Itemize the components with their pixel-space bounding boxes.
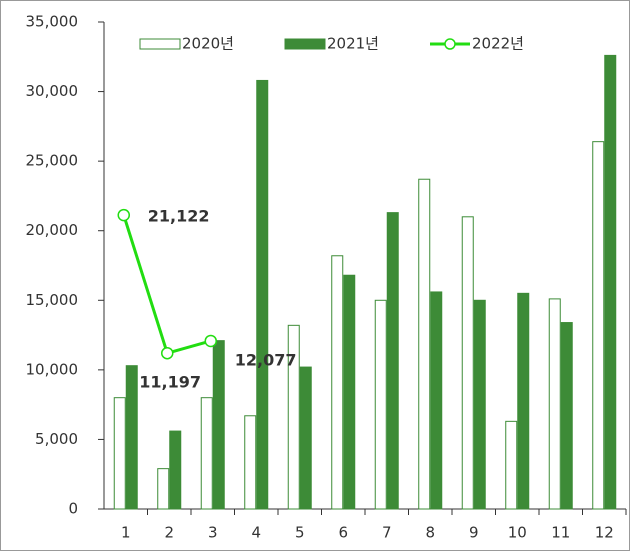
- legend-swatch: [284, 38, 326, 50]
- y-tick-label: 35,000: [26, 13, 79, 31]
- bar: [113, 397, 126, 510]
- x-tick-label: 5: [295, 524, 305, 542]
- bar: [125, 365, 138, 510]
- x-tick-label: 4: [251, 524, 261, 542]
- bar: [244, 415, 257, 510]
- bar: [604, 54, 617, 510]
- bar: [299, 366, 312, 510]
- legend-swatch: [139, 38, 181, 50]
- y-tick-label: 5,000: [35, 430, 78, 448]
- x-tick-label: 10: [508, 524, 527, 542]
- x-tick-label: 3: [208, 524, 218, 542]
- x-tick-label: 12: [595, 524, 614, 542]
- legend-label: 2020년: [182, 35, 234, 53]
- bar: [505, 420, 518, 510]
- y-tick-label: 10,000: [26, 360, 79, 378]
- y-tick-label: 0: [68, 500, 78, 518]
- legend-label: 2021년: [327, 35, 379, 53]
- y-tick-label: 30,000: [26, 82, 79, 100]
- x-tick-label: 6: [338, 524, 348, 542]
- y-tick-label: 20,000: [26, 221, 79, 239]
- bar: [386, 212, 399, 510]
- line-point: [161, 346, 174, 360]
- x-tick-label: 2: [164, 524, 174, 542]
- data-label: 12,077: [235, 350, 297, 369]
- bar: [200, 397, 213, 510]
- line: [122, 214, 212, 356]
- bar: [560, 322, 573, 510]
- x-tick-label: 8: [425, 524, 435, 542]
- y-tick-label: 15,000: [26, 291, 79, 309]
- y-tick-label: 25,000: [26, 152, 79, 170]
- bar: [548, 298, 561, 510]
- bar: [343, 274, 356, 510]
- bar: [374, 299, 387, 510]
- bar: [287, 324, 300, 510]
- bar: [592, 141, 605, 510]
- bar: [212, 340, 225, 510]
- bar: [331, 255, 344, 510]
- data-label: 21,122: [148, 207, 210, 226]
- x-tick-label: 9: [469, 524, 479, 542]
- x-tick-label: 7: [382, 524, 392, 542]
- bar: [169, 430, 182, 510]
- line-point: [204, 334, 217, 348]
- legend-label: 2022년: [472, 35, 524, 53]
- x-tick-label: 11: [551, 524, 570, 542]
- bar: [517, 292, 530, 510]
- bar: [157, 468, 170, 510]
- line-point: [117, 208, 130, 222]
- bar: [430, 291, 443, 510]
- bar: [418, 178, 431, 510]
- bar: [473, 299, 486, 510]
- bar: [461, 216, 474, 510]
- bar: [256, 79, 269, 510]
- x-tick-label: 1: [121, 524, 131, 542]
- data-label: 11,197: [139, 373, 201, 392]
- legend-swatch: [444, 38, 456, 50]
